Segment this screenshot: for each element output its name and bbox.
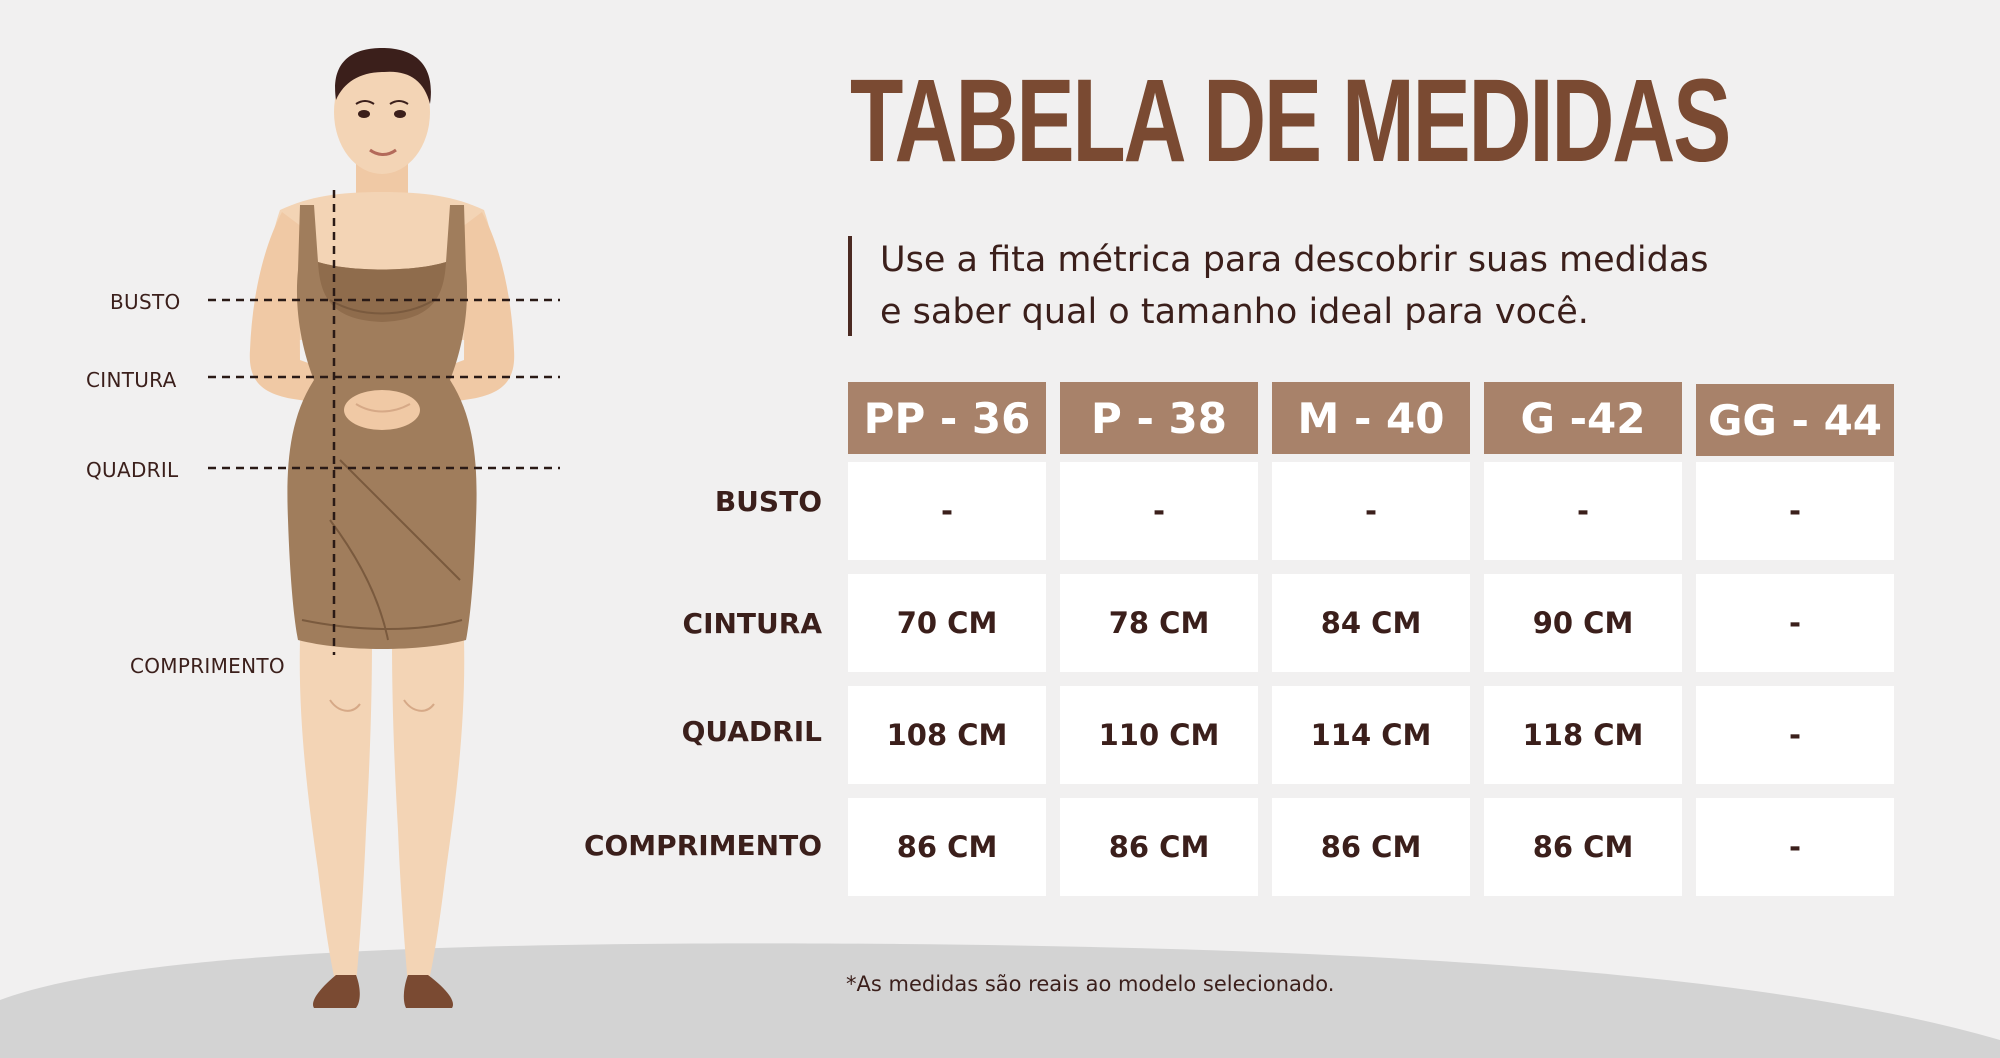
table-cell: - bbox=[1272, 462, 1470, 560]
table-cell: - bbox=[848, 462, 1046, 560]
table-cell: 84 CM bbox=[1272, 574, 1470, 672]
figure-label-busto: BUSTO bbox=[110, 290, 181, 314]
table-cell: - bbox=[1696, 798, 1894, 896]
table-cell: 86 CM bbox=[848, 798, 1046, 896]
size-header-p: P - 38 bbox=[1060, 382, 1258, 454]
table-cell: 118 CM bbox=[1484, 686, 1682, 784]
table-cell: 86 CM bbox=[1060, 798, 1258, 896]
row-label-comprimento: COMPRIMENTO bbox=[583, 829, 822, 862]
table-cell: 78 CM bbox=[1060, 574, 1258, 672]
table-cell: - bbox=[1484, 462, 1682, 560]
table-cell: 108 CM bbox=[848, 686, 1046, 784]
page-title: TABELA DE MEDIDAS bbox=[850, 55, 1731, 187]
table-cell: 70 CM bbox=[848, 574, 1046, 672]
table-cell: 86 CM bbox=[1484, 798, 1682, 896]
table-cell: 86 CM bbox=[1272, 798, 1470, 896]
table-cell: - bbox=[1696, 462, 1894, 560]
subtitle-accent-bar bbox=[848, 236, 852, 336]
figure-label-comprimento: COMPRIMENTO bbox=[130, 654, 285, 678]
woman-figure-illustration bbox=[208, 48, 560, 1008]
size-header-gg: GG - 44 bbox=[1696, 384, 1894, 456]
subtitle: Use a fita métrica para descobrir suas m… bbox=[880, 234, 1860, 338]
row-label-quadril: QUADRIL bbox=[681, 715, 822, 748]
table-cell: 90 CM bbox=[1484, 574, 1682, 672]
figure-label-cintura: CINTURA bbox=[86, 368, 177, 392]
table-cell: 110 CM bbox=[1060, 686, 1258, 784]
size-header-m: M - 40 bbox=[1272, 382, 1470, 454]
row-label-cintura: CINTURA bbox=[682, 607, 822, 640]
subtitle-line-1: Use a fita métrica para descobrir suas m… bbox=[880, 240, 1709, 280]
row-label-busto: BUSTO bbox=[714, 485, 822, 518]
table-cell: - bbox=[1696, 686, 1894, 784]
size-header-pp: PP - 36 bbox=[848, 382, 1046, 454]
footnote: *As medidas são reais ao modelo selecion… bbox=[846, 972, 1335, 996]
figure-label-quadril: QUADRIL bbox=[86, 458, 179, 482]
table-cell: 114 CM bbox=[1272, 686, 1470, 784]
table-cell: - bbox=[1060, 462, 1258, 560]
table-cell: - bbox=[1696, 574, 1894, 672]
size-header-g: G -42 bbox=[1484, 382, 1682, 454]
subtitle-line-2: e saber qual o tamanho ideal para você. bbox=[880, 292, 1589, 332]
